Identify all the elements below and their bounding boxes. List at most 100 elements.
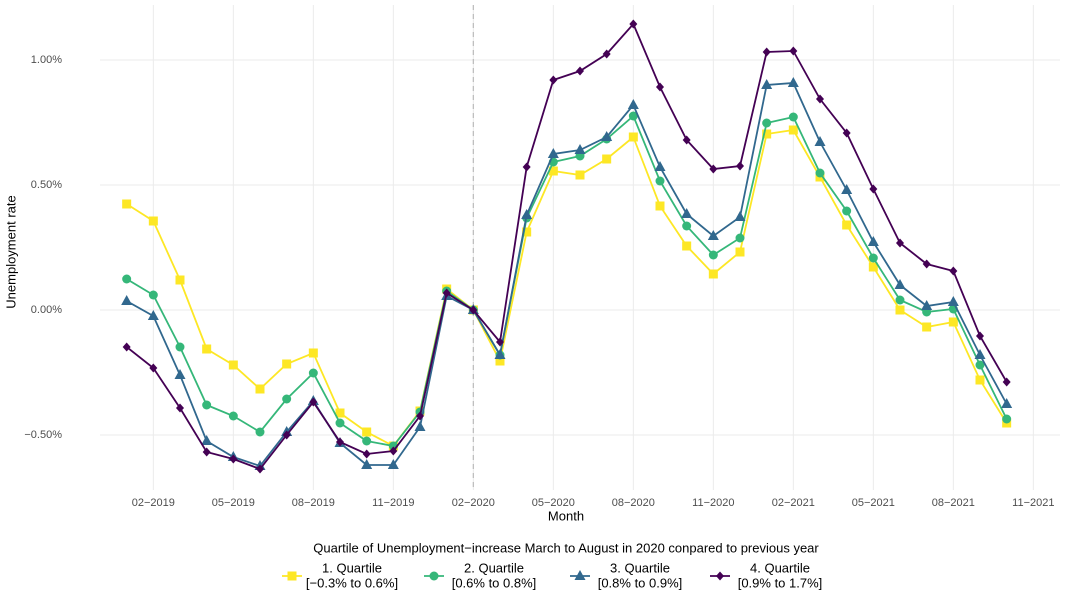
marker: [416, 411, 424, 421]
marker: [308, 368, 318, 378]
legend-title: Quartile of Unemployment−increase March …: [313, 540, 819, 555]
marker: [868, 262, 878, 272]
marker: [361, 459, 373, 469]
marker: [869, 184, 878, 194]
marker: [122, 342, 131, 352]
x-tick-label: 08−2021: [932, 497, 975, 509]
marker: [788, 125, 798, 135]
y-tick-label: 0.50%: [31, 179, 62, 191]
marker: [522, 227, 532, 237]
marker: [922, 322, 932, 332]
marker: [949, 266, 958, 276]
marker: [894, 279, 906, 289]
marker: [682, 135, 691, 145]
marker: [575, 170, 585, 180]
marker: [121, 295, 133, 305]
marker: [842, 128, 851, 138]
marker: [282, 394, 292, 404]
marker: [895, 305, 905, 315]
x-tick-label: 02−2021: [772, 497, 815, 509]
x-tick-label: 08−2019: [292, 497, 335, 509]
marker: [335, 418, 345, 428]
marker: [734, 211, 746, 221]
marker: [282, 359, 292, 369]
marker: [975, 375, 985, 385]
marker: [655, 176, 665, 186]
marker: [148, 290, 158, 300]
marker: [202, 400, 212, 410]
marker: [628, 132, 638, 142]
marker: [788, 112, 798, 122]
x-tick-label: 05−2020: [532, 497, 575, 509]
marker: [255, 384, 265, 394]
marker: [522, 162, 531, 172]
marker: [429, 571, 439, 581]
marker: [922, 259, 931, 269]
legend-label: 1. Quartile: [322, 560, 382, 575]
marker: [414, 421, 426, 431]
marker: [362, 427, 372, 437]
marker: [762, 118, 772, 128]
legend-detail: [0.9% to 1.7%]: [738, 575, 823, 590]
marker: [574, 570, 586, 580]
marker: [708, 269, 718, 279]
marker: [736, 161, 744, 171]
marker: [787, 77, 799, 87]
marker: [175, 275, 185, 285]
y-tick-label: 1.00%: [31, 54, 62, 66]
x-tick-label: 11−2021: [1012, 497, 1054, 509]
marker: [735, 233, 745, 243]
marker: [574, 144, 586, 154]
marker: [602, 49, 611, 59]
marker: [389, 446, 398, 456]
marker: [256, 464, 264, 474]
series-line: [126, 129, 1008, 448]
marker: [681, 208, 693, 218]
marker: [202, 344, 212, 354]
legend-label: 2. Quartile: [464, 560, 524, 575]
marker: [469, 305, 478, 315]
marker: [707, 230, 719, 240]
legend-detail: [0.8% to 0.9%]: [598, 575, 683, 590]
marker: [682, 221, 692, 231]
marker: [149, 363, 158, 373]
legend-label: 4. Quartile: [750, 560, 810, 575]
series-line: [126, 22, 1008, 471]
marker: [122, 199, 132, 209]
x-tick-label: 11−2020: [692, 497, 734, 509]
marker: [602, 154, 612, 164]
marker: [1002, 414, 1012, 424]
marker: [148, 216, 158, 226]
marker: [287, 571, 297, 581]
marker: [601, 131, 613, 141]
marker: [229, 454, 238, 464]
marker: [921, 300, 933, 310]
marker: [895, 295, 905, 305]
marker: [974, 349, 986, 359]
series: [121, 77, 1013, 470]
marker: [842, 206, 852, 216]
x-tick-label: 05−2019: [212, 497, 255, 509]
marker: [362, 449, 371, 459]
marker: [947, 296, 959, 306]
marker: [308, 348, 318, 358]
marker: [708, 250, 718, 260]
x-tick-label: 11−2019: [372, 497, 414, 509]
marker: [627, 99, 639, 109]
marker: [282, 430, 291, 440]
series: [122, 19, 1011, 474]
marker: [842, 220, 852, 230]
y-axis-label: Unemployment rate: [3, 195, 18, 308]
marker: [494, 349, 506, 359]
legend-detail: [0.6% to 0.8%]: [452, 575, 537, 590]
marker: [761, 79, 773, 89]
marker: [1002, 377, 1011, 387]
marker: [654, 161, 666, 171]
marker: [335, 408, 345, 418]
marker: [547, 148, 559, 158]
marker: [628, 111, 638, 121]
y-tick-label: −0.50%: [24, 429, 62, 441]
marker: [228, 411, 238, 421]
marker: [896, 238, 904, 248]
